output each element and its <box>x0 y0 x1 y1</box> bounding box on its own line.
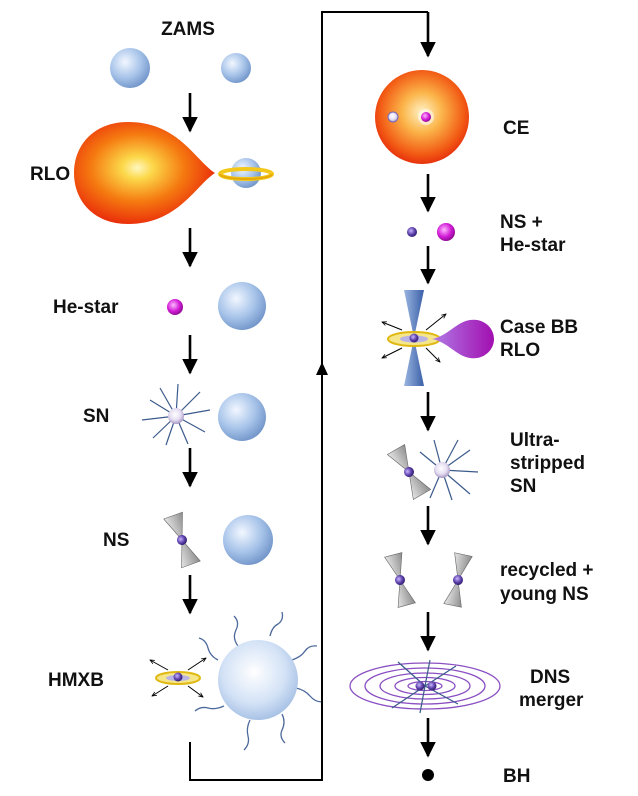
label-bh: BH <box>503 766 530 787</box>
label-ce: CE <box>503 118 529 139</box>
label-ultra-line2: stripped <box>510 453 585 474</box>
neutron-star <box>407 227 417 237</box>
label-ultra-line1: Ultra- <box>510 430 560 451</box>
label-ultra-line3: SN <box>510 476 536 497</box>
black-hole <box>422 769 434 781</box>
label-sn: SN <box>83 406 109 427</box>
neutron-star-icon <box>163 511 201 569</box>
hmxb-donor-star <box>218 640 298 720</box>
supernova-remnant-core <box>168 408 184 424</box>
flow-connector-icon <box>189 11 436 781</box>
rlo-accretor-star <box>218 158 274 188</box>
supernova-remnant-core <box>434 462 450 478</box>
zams-stars <box>110 48 251 88</box>
merging-neutron-star <box>427 681 437 691</box>
zams-primary-star <box>110 48 150 88</box>
label-dns-line2: merger <box>519 690 584 711</box>
hmxb-accreting-neutron-star <box>150 658 206 697</box>
dns-merger-rings <box>349 662 501 710</box>
recycled-neutron-star-icon <box>384 552 416 608</box>
label-case-bb-line2: RLO <box>500 340 540 361</box>
label-rlo: RLO <box>30 164 70 185</box>
zams-secondary-star <box>221 53 251 83</box>
label-he-star: He-star <box>53 297 119 318</box>
companion-star <box>218 393 266 441</box>
he-star <box>167 299 183 315</box>
rlo-giant-star <box>74 122 215 224</box>
label-recycled-line2: young NS <box>500 584 589 605</box>
case-bb-rlo-system <box>382 290 494 386</box>
he-star <box>437 223 455 241</box>
neutron-star-icon <box>386 444 432 500</box>
label-case-bb-line1: Case BB <box>500 317 578 338</box>
label-zams: ZAMS <box>161 19 215 40</box>
companion-star <box>223 515 273 565</box>
merging-neutron-star <box>415 681 425 691</box>
hmxb-donor-star-with-wind <box>194 611 323 751</box>
label-recycled-line1: recycled + <box>500 560 594 581</box>
common-envelope <box>375 70 469 164</box>
label-ns-he-star-line1: NS + <box>500 212 543 233</box>
label-dns-line1: DNS <box>530 667 570 688</box>
young-neutron-star-icon <box>443 552 473 608</box>
label-ns: NS <box>103 530 129 551</box>
label-hmxb: HMXB <box>48 670 104 691</box>
companion-star <box>218 282 266 330</box>
label-ns-he-star-line2: He-star <box>500 235 566 256</box>
